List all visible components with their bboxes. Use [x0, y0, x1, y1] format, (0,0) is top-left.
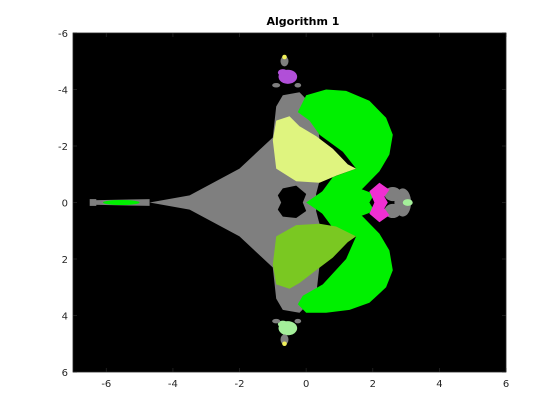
x-axis: -6 -4 -2 0 2 4 6: [101, 33, 509, 390]
green-center-wedge: [306, 184, 375, 221]
plot-area: [72, 32, 507, 373]
y-tick-label: -6: [58, 29, 68, 40]
y-tick-label: 6: [62, 368, 68, 379]
yellow-spot-top: [282, 54, 287, 60]
x-tick-label: -6: [101, 379, 111, 390]
gray-dot-top-right: [294, 83, 302, 88]
gray-dot-top-left: [272, 83, 281, 88]
gray-stem-tip: [89, 199, 97, 206]
chart-title: Algorithm 1: [267, 15, 340, 28]
y-axis: -6 -4 -2 0 2 4 6: [58, 29, 506, 379]
light-green-dot-right: [402, 199, 413, 206]
gray-cap-top: [280, 56, 289, 67]
gray-dot-bottom-left: [272, 318, 281, 324]
light-yellow-basin: [272, 116, 357, 183]
x-tick-label: -2: [235, 379, 245, 390]
x-tick-label: 6: [503, 379, 509, 390]
black-hole: [277, 185, 307, 218]
x-tick-label: 2: [370, 379, 376, 390]
x-tick-label: -4: [168, 379, 178, 390]
y-tick-label: 4: [62, 312, 68, 323]
light-green-bulb-left: [277, 320, 288, 328]
magenta-basin: [369, 182, 390, 223]
purple-bulb-left: [277, 69, 288, 76]
y-tick-label: 0: [62, 199, 68, 210]
green-lower-lobe: [297, 205, 393, 313]
olive-green-basin: [272, 223, 357, 289]
gray-cap-bottom: [280, 334, 289, 345]
y-tick-label: -4: [58, 86, 68, 97]
x-tick-label: 0: [303, 379, 309, 390]
green-streak: [102, 199, 140, 206]
yellow-spot-bottom: [282, 341, 287, 347]
green-upper-lobe: [297, 89, 393, 200]
y-tick-label: 2: [62, 255, 68, 266]
y-tick-label: -2: [58, 142, 68, 153]
x-tick-label: 4: [436, 379, 442, 390]
gray-dot-bottom-right: [294, 318, 302, 324]
